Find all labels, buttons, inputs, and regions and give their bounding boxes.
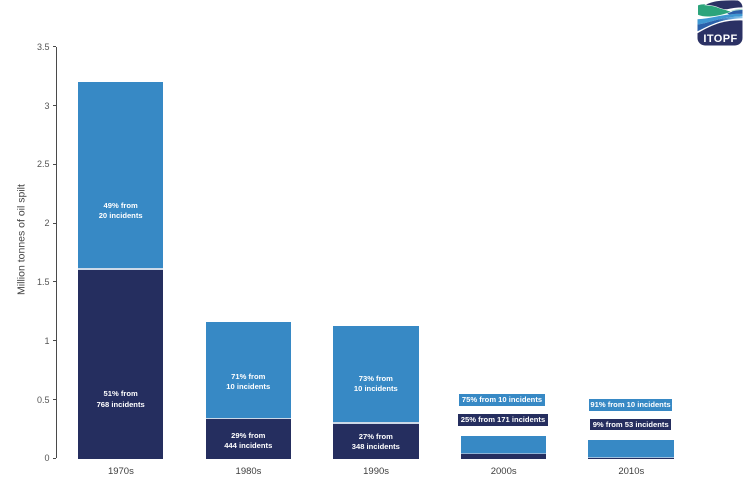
- svg-text:ITOPF: ITOPF: [703, 33, 737, 45]
